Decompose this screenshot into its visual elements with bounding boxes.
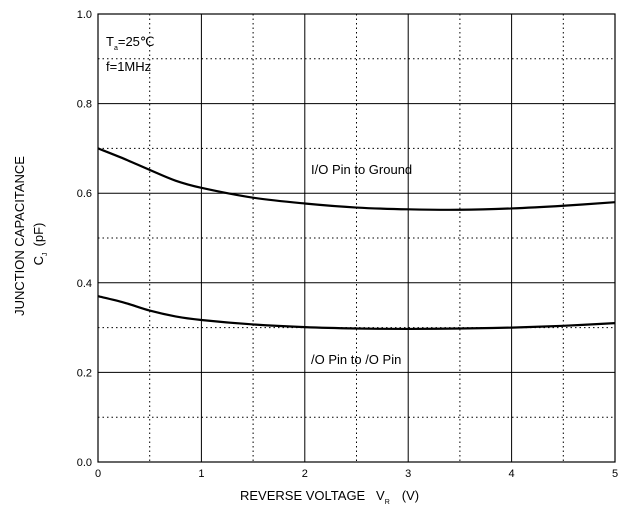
x-tick-label: 4 xyxy=(509,468,515,480)
ta-condition: Ta=25℃ xyxy=(106,34,155,52)
y-axis-unit: (pF) xyxy=(31,223,46,247)
y-tick-label: 0.0 xyxy=(77,457,92,469)
ta-value: =25℃ xyxy=(118,34,155,49)
plot-frame xyxy=(97,13,616,463)
freq-condition: f=1MHz xyxy=(106,59,151,74)
ta-sub: a xyxy=(114,45,118,52)
series-layer xyxy=(97,147,616,331)
y-axis-title-line1: JUNCTION CAPACITANCE xyxy=(12,156,27,316)
y-tick-label: 0.8 xyxy=(77,99,92,111)
minor-grid xyxy=(98,14,615,462)
y-axis-title-2: CJ (pF) xyxy=(31,223,49,266)
y-tick-labels: 0.0 0.2 0.4 0.6 0.8 1.0 xyxy=(77,9,92,469)
x-tick-label: 2 xyxy=(302,468,308,480)
y-axis-c-sub: J xyxy=(42,252,49,256)
y-axis-title-line2: CJ (pF) xyxy=(31,223,49,266)
x-axis-title-sub: R xyxy=(385,499,390,506)
x-tick-labels: 0 1 2 3 4 5 xyxy=(95,468,618,480)
x-tick-label: 5 xyxy=(612,468,618,480)
x-tick-label: 0 xyxy=(95,468,101,480)
ta-main: T xyxy=(106,34,114,49)
series-label-io-ground: I/O Pin to Ground xyxy=(311,162,412,177)
series-label-io-io: /O Pin to /O Pin xyxy=(311,352,401,367)
y-tick-label: 0.4 xyxy=(77,278,92,290)
x-tick-label: 3 xyxy=(405,468,411,480)
x-axis-title-main: REVERSE VOLTAGE V xyxy=(240,488,385,503)
y-tick-label: 0.6 xyxy=(77,188,92,200)
y-axis-title: JUNCTION CAPACITANCE xyxy=(12,156,27,316)
y-tick-label: 0.2 xyxy=(77,367,92,379)
x-axis-title: REVERSE VOLTAGE VR (V) xyxy=(240,488,419,506)
x-tick-label: 1 xyxy=(198,468,204,480)
y-axis-c: C xyxy=(31,256,46,265)
series-line-2 xyxy=(97,295,616,331)
y-tick-label: 1.0 xyxy=(77,9,92,21)
series-line-1 xyxy=(97,147,616,211)
x-axis-title-unit: (V) xyxy=(402,488,419,503)
